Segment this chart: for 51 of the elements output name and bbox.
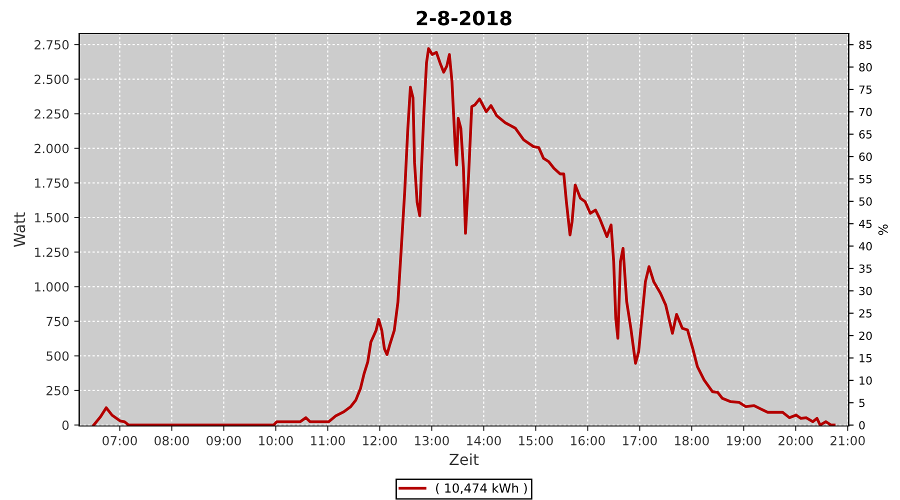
y-tick-label: 2.500 [34,74,69,84]
y-axis-title: Watt [14,212,26,247]
y2-tick-label: 30 [859,286,872,296]
y-tick-label: 500 [46,351,69,361]
y2-tick-label: 25 [859,309,872,318]
y-tick-label: 2.000 [34,144,69,154]
y2-tick-label: 75 [859,86,872,94]
y2-tick-label: 15 [860,354,872,362]
x-tick-label: 17:00 [623,436,657,446]
y2-tick-label: 45 [858,220,872,228]
y-tick-label: 250 [46,386,69,396]
y2-tick-label: 35 [859,264,872,273]
y2-tick-label: 50 [859,197,872,206]
y-tick-label: 1.750 [35,178,69,188]
x-tick-label: 08:00 [154,436,189,446]
y-tick-label: 750 [46,316,69,326]
x-tick-label: 18:00 [675,436,709,446]
x-tick-label: 15:00 [519,436,553,446]
y-tick-label: 1.500 [35,212,69,222]
x-tick-label: 16:00 [571,436,605,446]
y2-tick-label: 5 [859,398,865,408]
chart-title: 2-8-2018 [416,10,512,26]
x-tick-label: 21:00 [830,436,865,446]
y2-axis-title: % [878,224,888,235]
x-tick-label: 14:00 [467,436,501,446]
x-tick-label: 13:00 [415,436,449,446]
x-tick-label: 07:00 [102,436,137,446]
x-tick-label: 19:00 [727,436,761,446]
y2-tick-label: 10 [860,376,872,385]
y-tick-label: 0 [62,420,69,430]
x-tick-label: 12:00 [363,436,397,446]
y-tick-label: 1.250 [35,248,69,258]
y2-tick-label: 65 [859,130,872,139]
y2-tick-label: 70 [859,108,872,116]
y2-tick-label: 20 [859,332,872,340]
x-tick-label: 11:00 [311,436,345,446]
line-series [92,47,836,426]
x-axis-title: Zeit [450,453,479,466]
legend-label: ( 10,474 kWh ) [436,483,527,494]
y2-tick-label: 55 [859,175,872,184]
y2-tick-label: 0 [859,421,865,430]
y2-tick-label: 85 [859,40,872,50]
y2-tick-label: 80 [859,63,872,72]
x-tick-label: 20:00 [778,436,813,446]
x-tick-label: 09:00 [206,436,241,446]
x-tick-label: 10:00 [259,436,293,446]
y-tick-label: 2.250 [34,109,69,119]
y-tick-label: 2.750 [34,40,69,50]
y2-tick-label: 40 [858,242,872,250]
y-tick-label: 1.000 [35,282,69,292]
y2-tick-label: 60 [859,152,872,161]
